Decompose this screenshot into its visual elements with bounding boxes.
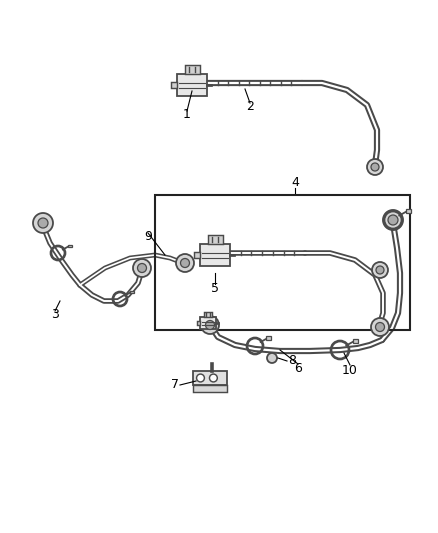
Circle shape bbox=[209, 374, 217, 382]
Bar bbox=[193, 385, 227, 392]
Text: 1: 1 bbox=[183, 109, 191, 122]
Bar bbox=[200, 244, 230, 266]
Circle shape bbox=[267, 353, 277, 363]
Bar bbox=[193, 371, 227, 385]
Circle shape bbox=[197, 374, 205, 382]
Text: 8: 8 bbox=[288, 354, 296, 367]
Text: 2: 2 bbox=[246, 101, 254, 114]
Text: 3: 3 bbox=[51, 309, 59, 321]
Bar bbox=[68, 245, 72, 247]
Text: 7: 7 bbox=[171, 378, 179, 392]
Bar bbox=[406, 209, 411, 213]
Bar bbox=[204, 312, 212, 317]
Circle shape bbox=[201, 316, 219, 334]
Circle shape bbox=[376, 266, 384, 274]
Circle shape bbox=[383, 210, 403, 230]
Circle shape bbox=[38, 218, 48, 228]
Circle shape bbox=[33, 213, 53, 233]
Circle shape bbox=[371, 318, 389, 336]
Circle shape bbox=[388, 215, 398, 225]
Circle shape bbox=[138, 263, 146, 272]
Bar bbox=[171, 82, 177, 88]
Circle shape bbox=[372, 262, 388, 278]
Text: 5: 5 bbox=[211, 281, 219, 295]
Circle shape bbox=[367, 159, 383, 175]
Bar bbox=[155, 195, 410, 330]
Bar bbox=[197, 321, 200, 325]
Bar bbox=[200, 317, 216, 329]
Circle shape bbox=[205, 320, 215, 329]
Bar bbox=[130, 290, 134, 293]
Circle shape bbox=[133, 259, 151, 277]
Bar bbox=[353, 339, 358, 343]
Bar bbox=[184, 65, 199, 74]
Circle shape bbox=[375, 322, 385, 332]
Text: 10: 10 bbox=[342, 364, 358, 376]
Text: 4: 4 bbox=[291, 176, 299, 190]
Bar bbox=[266, 336, 271, 340]
Bar bbox=[208, 235, 223, 244]
Circle shape bbox=[180, 259, 190, 268]
Circle shape bbox=[176, 254, 194, 272]
Bar bbox=[194, 252, 200, 259]
Text: 9: 9 bbox=[144, 230, 152, 244]
Text: 6: 6 bbox=[294, 361, 302, 375]
Bar bbox=[177, 74, 207, 96]
Circle shape bbox=[371, 163, 379, 171]
